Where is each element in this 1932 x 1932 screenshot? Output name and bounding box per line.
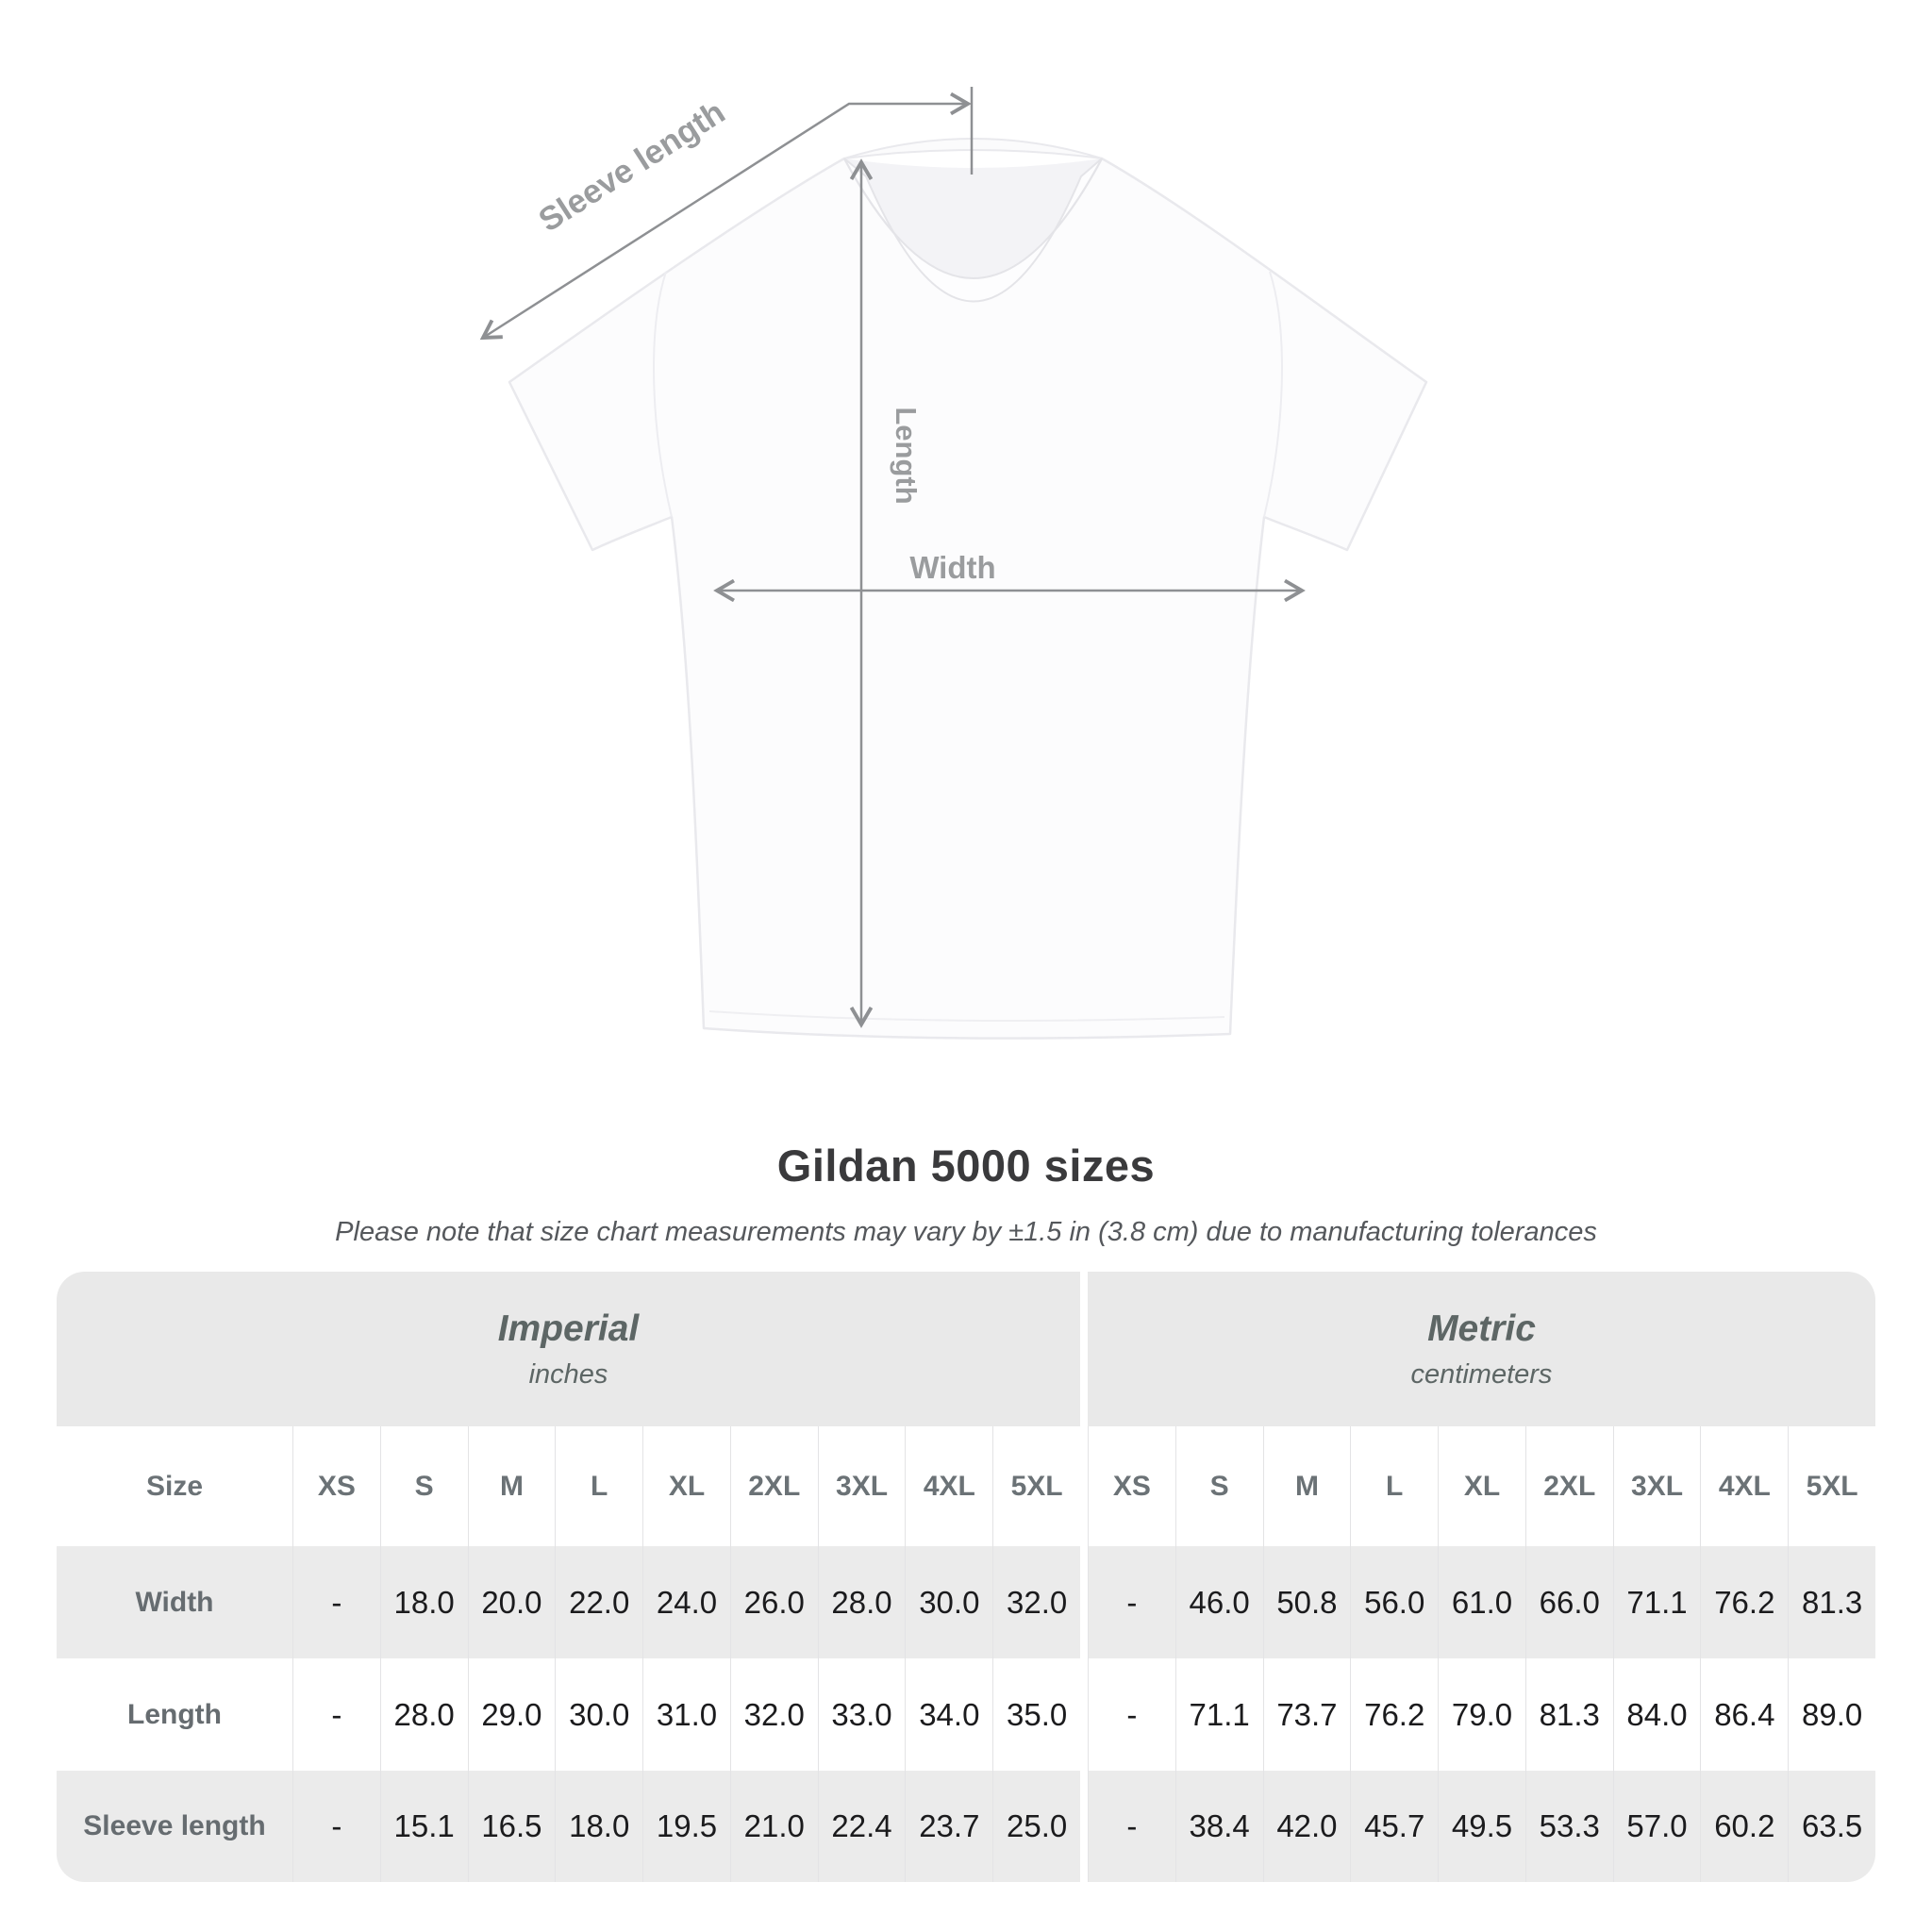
size-table: Imperial inches Metric centimeters Size …	[57, 1272, 1875, 1882]
page-title: Gildan 5000 sizes	[776, 1141, 1156, 1191]
cell: 46.0	[1174, 1546, 1263, 1658]
cell: 71.1	[1612, 1546, 1701, 1658]
row-label-sleeve-length: Sleeve length	[57, 1771, 292, 1882]
size-header: S	[379, 1426, 468, 1546]
cell: 21.0	[729, 1771, 818, 1882]
cell: 35.0	[992, 1658, 1080, 1771]
cell: 45.7	[1350, 1771, 1439, 1882]
cell: 49.5	[1438, 1771, 1525, 1882]
tshirt-graphic	[508, 138, 1428, 1040]
cell: 66.0	[1524, 1546, 1613, 1658]
cell: 84.0	[1612, 1658, 1701, 1771]
size-header: 3XL	[817, 1426, 906, 1546]
cell: -	[292, 1658, 380, 1771]
cell: 22.4	[817, 1771, 906, 1882]
imperial-band-title: Imperial	[497, 1307, 640, 1349]
cell: 50.8	[1262, 1546, 1351, 1658]
cell: 29.0	[467, 1658, 556, 1771]
metric-band-title: Metric	[1427, 1307, 1536, 1349]
cell: -	[1088, 1546, 1175, 1658]
size-header: XS	[292, 1426, 380, 1546]
group-gap	[1080, 1426, 1088, 1546]
cell: 81.3	[1524, 1658, 1613, 1771]
size-header: 3XL	[1612, 1426, 1701, 1546]
cell: 56.0	[1350, 1546, 1439, 1658]
group-gap	[1080, 1658, 1088, 1771]
cell: -	[1088, 1771, 1175, 1882]
row-label-length: Length	[127, 1698, 222, 1730]
cell: -	[292, 1546, 380, 1658]
cell: 18.0	[379, 1546, 468, 1658]
size-header: 2XL	[729, 1426, 818, 1546]
group-gap	[1080, 1546, 1088, 1658]
sleeve-length-label: Sleeve length	[532, 93, 731, 239]
group-gap	[1080, 1272, 1088, 1426]
width-label: Width	[909, 550, 995, 585]
metric-band: Metric centimeters	[1088, 1272, 1875, 1426]
cell: 28.0	[817, 1546, 906, 1658]
cell: 89.0	[1788, 1658, 1875, 1771]
cell: 25.0	[992, 1771, 1080, 1882]
cell: -	[1088, 1658, 1175, 1771]
cell: 18.0	[555, 1771, 643, 1882]
cell: 73.7	[1262, 1658, 1351, 1771]
cell: 71.1	[1174, 1658, 1263, 1771]
cell: 19.5	[642, 1771, 730, 1882]
group-gap	[1080, 1771, 1088, 1882]
cell: 76.2	[1700, 1546, 1789, 1658]
tshirt-measurement-diagram: Sleeve length Length Width	[479, 87, 1428, 1040]
imperial-band: Imperial inches	[57, 1272, 1080, 1426]
cell: 81.3	[1788, 1546, 1875, 1658]
tolerance-note: Please note that size chart measurements…	[335, 1217, 1597, 1247]
size-header: 4XL	[905, 1426, 992, 1546]
cell: 32.0	[729, 1658, 818, 1771]
cell: 33.0	[817, 1658, 906, 1771]
size-column-header: Size	[145, 1470, 204, 1502]
size-header: 2XL	[1524, 1426, 1613, 1546]
cell: 42.0	[1262, 1771, 1351, 1882]
metric-band-unit: centimeters	[1410, 1358, 1553, 1390]
cell: 30.0	[905, 1546, 993, 1658]
cell: 60.2	[1700, 1771, 1789, 1882]
cell: 26.0	[729, 1546, 818, 1658]
imperial-band-unit: inches	[528, 1358, 608, 1390]
cell: 53.3	[1524, 1771, 1613, 1882]
size-header: XS	[1088, 1426, 1175, 1546]
size-header: 4XL	[1700, 1426, 1788, 1546]
sleeve-length-arrow	[479, 92, 972, 341]
cell: 63.5	[1788, 1771, 1875, 1882]
size-header: XL	[1438, 1426, 1525, 1546]
size-header: S	[1174, 1426, 1263, 1546]
cell: 15.1	[379, 1771, 468, 1882]
cell: 31.0	[642, 1658, 730, 1771]
cell: 61.0	[1438, 1546, 1525, 1658]
size-header: M	[1262, 1426, 1351, 1546]
cell: 16.5	[467, 1771, 556, 1882]
cell: 28.0	[379, 1658, 468, 1771]
cell: 24.0	[642, 1546, 730, 1658]
size-header: XL	[642, 1426, 730, 1546]
cell: 57.0	[1612, 1771, 1701, 1882]
cell: -	[292, 1771, 380, 1882]
cell: 34.0	[905, 1658, 992, 1771]
cell: 30.0	[555, 1658, 642, 1771]
cell: 76.2	[1350, 1658, 1438, 1771]
size-header: L	[555, 1426, 642, 1546]
cell: 86.4	[1700, 1658, 1788, 1771]
cell: 22.0	[555, 1546, 643, 1658]
cell: 38.4	[1174, 1771, 1263, 1882]
row-label-width: Width	[57, 1546, 292, 1658]
size-header: 5XL	[1788, 1426, 1875, 1546]
cell: 23.7	[905, 1771, 993, 1882]
cell: 79.0	[1438, 1658, 1525, 1771]
cell: 32.0	[992, 1546, 1080, 1658]
size-header: M	[467, 1426, 556, 1546]
size-header: L	[1350, 1426, 1438, 1546]
cell: 20.0	[467, 1546, 556, 1658]
size-header: 5XL	[992, 1426, 1080, 1546]
length-label: Length	[890, 407, 923, 504]
